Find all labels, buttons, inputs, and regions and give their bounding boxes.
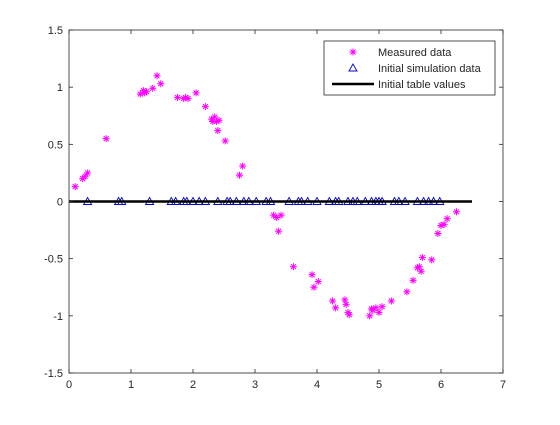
measured-point	[157, 80, 165, 88]
measured-point	[215, 116, 223, 124]
y-tick-label: 0.5	[48, 139, 63, 151]
legend-label: Initial table values	[378, 79, 466, 91]
measured-point	[443, 215, 451, 223]
measured-point	[174, 93, 181, 101]
measured-point	[84, 169, 92, 177]
legend: Measured data Initial simulation data Init…	[323, 40, 496, 96]
x-tick-label: 7	[500, 379, 506, 391]
measured-point	[149, 84, 157, 92]
measured-point	[366, 312, 374, 320]
measured-point	[236, 171, 243, 179]
legend-label: Initial simulation data	[378, 63, 482, 75]
measured-point	[277, 211, 285, 219]
legend-simulation-icon	[348, 63, 358, 72]
data-layer	[69, 72, 472, 320]
measured-point	[417, 267, 425, 275]
legend-measured-icon	[349, 48, 357, 56]
measured-point	[192, 89, 200, 97]
measured-point	[342, 300, 350, 308]
x-tick-label: 6	[438, 379, 444, 391]
measured-point	[345, 311, 353, 319]
measured-point	[308, 271, 316, 279]
y-tick-label: -0.5	[44, 254, 63, 266]
measured-point	[214, 127, 222, 135]
x-tick-label: 0	[66, 379, 72, 391]
x-tick-label: 3	[252, 379, 258, 391]
measured-point	[409, 276, 417, 284]
measured-point	[275, 227, 283, 235]
measured-point	[102, 135, 110, 143]
measured-point	[153, 72, 161, 80]
measured-point	[375, 308, 383, 316]
measured-point	[332, 304, 340, 312]
axes-layer: 0 1 2 3 4 5 6 7 -1.5 -1 -0.5 0 0.5 1 1.5	[44, 25, 506, 391]
y-tick-label: 0	[57, 197, 63, 209]
measured-point	[387, 297, 395, 305]
measured-point	[453, 208, 460, 216]
measured-point	[372, 304, 380, 312]
measured-point	[440, 220, 448, 228]
measured-point	[403, 288, 411, 296]
measured-point	[201, 103, 209, 111]
measured-point	[71, 183, 79, 191]
y-tick-label: -1	[53, 311, 63, 323]
measured-point	[378, 303, 386, 311]
measured-point	[239, 162, 247, 170]
legend-label: Measured data	[378, 47, 452, 59]
measured-point	[310, 283, 318, 291]
measured-point	[314, 278, 322, 286]
measured-point	[184, 95, 192, 103]
y-tick-label: -1.5	[44, 368, 63, 380]
measured-point	[289, 263, 297, 271]
measured-point	[143, 88, 150, 96]
measured-point	[341, 296, 349, 304]
x-tick-label: 2	[190, 379, 196, 391]
measured-point	[221, 137, 229, 145]
measured-point	[329, 297, 336, 305]
x-tick-label: 4	[314, 379, 320, 391]
y-tick-label: 1.5	[48, 25, 63, 37]
measured-point	[428, 256, 436, 264]
x-tick-label: 5	[376, 379, 382, 391]
x-tick-label: 1	[128, 379, 134, 391]
measured-point	[418, 254, 426, 262]
y-tick-label: 1	[57, 82, 63, 94]
measured-point	[434, 230, 442, 238]
